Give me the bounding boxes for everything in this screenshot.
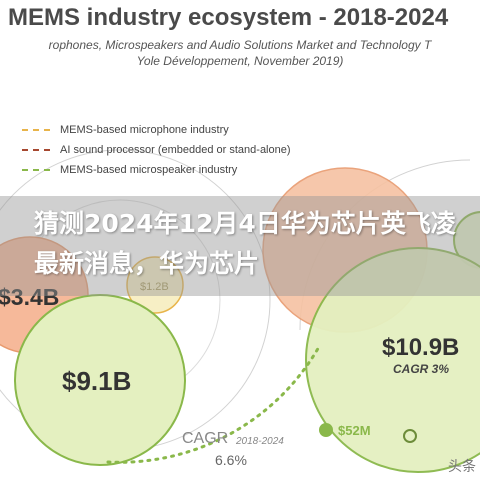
far-right-green-bubble — [453, 211, 480, 269]
subtitle-line-1: rophones, Microspeakers and Audio Soluti… — [48, 38, 432, 52]
legend-label-microphone: MEMS-based microphone industry — [60, 124, 229, 136]
legend-label-microspeaker: MEMS-based microspeaker industry — [60, 164, 238, 176]
bottom-cagr-years: 2018-2024 — [235, 436, 284, 447]
left-main-value: $9.1B — [62, 366, 131, 396]
bottom-cagr-label: CAGR — [182, 430, 228, 447]
diagram-title: MEMS industry ecosystem - 2018-2024 — [8, 4, 449, 31]
right-green-bubble — [305, 247, 480, 473]
left-top-value: $3.4B — [0, 284, 59, 310]
legend-swatch-ai-processor — [22, 149, 50, 151]
watermark: 头条 — [448, 459, 476, 475]
bottom-circle-marker — [403, 429, 417, 443]
right-cagr: CAGR 3% — [393, 362, 449, 376]
legend-swatch-microphone — [22, 129, 50, 131]
subtitle-line-2: Yole Développement, November 2019) — [136, 54, 344, 68]
headline-overlay-text[interactable]: 猜测2024年12月4日华为芯片英飞凌最新消息，华为芯片 — [34, 209, 456, 278]
left-green-bubble — [14, 294, 186, 466]
legend-item-ai-processor: AI sound processor (embedded or stand-al… — [22, 140, 291, 160]
left-small-bubble — [126, 256, 184, 314]
legend-label-ai-processor: AI sound processor (embedded or stand-al… — [60, 144, 291, 156]
legend-item-microspeaker: MEMS-based microspeaker industry — [22, 160, 291, 180]
legend-item-microphone: MEMS-based microphone industry — [22, 120, 291, 140]
headline-overlay-band — [0, 196, 480, 296]
left-top-small: $1.2B — [140, 281, 169, 293]
bottom-small-value: $52M — [338, 423, 371, 438]
right-value: $10.9B — [382, 334, 459, 361]
legend: MEMS-based microphone industry AI sound … — [22, 120, 291, 180]
bottom-cagr-value: 6.6% — [215, 452, 247, 468]
bottom-small-bubble — [319, 423, 333, 437]
legend-swatch-microspeaker — [22, 169, 50, 171]
